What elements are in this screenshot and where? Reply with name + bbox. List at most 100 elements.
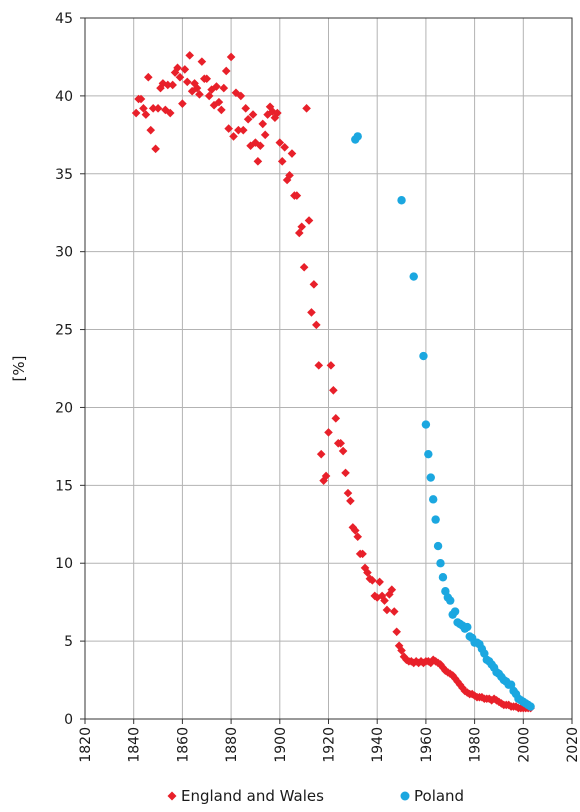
data-point-diamond bbox=[392, 627, 401, 637]
x-axis-ticks: 1820 1840 1860 1880 1900 1920 1940 1960 1980 2000… bbox=[78, 719, 580, 763]
data-point-diamond bbox=[202, 74, 212, 84]
data-point-diamond bbox=[350, 526, 360, 535]
data-point-diamond bbox=[182, 77, 192, 87]
y-tick-label: 5 bbox=[64, 634, 73, 650]
legend-label: Poland bbox=[414, 787, 464, 805]
data-point-circle bbox=[426, 473, 435, 482]
data-point-diamond bbox=[209, 100, 219, 110]
data-point-diamond bbox=[144, 72, 153, 82]
x-tick-label: 1880 bbox=[224, 727, 240, 763]
x-tick-label: 1860 bbox=[175, 727, 191, 763]
grid-lines bbox=[84, 17, 573, 720]
data-point-diamond bbox=[314, 361, 324, 370]
data-point-diamond bbox=[195, 90, 204, 99]
data-point-diamond bbox=[258, 119, 268, 129]
data-point-diamond bbox=[270, 113, 280, 122]
data-point-diamond bbox=[358, 549, 367, 559]
data-point-diamond bbox=[280, 142, 289, 152]
data-point-diamond bbox=[338, 446, 348, 456]
data-point-diamond bbox=[275, 138, 285, 147]
data-point-circle bbox=[450, 607, 460, 616]
data-point-diamond bbox=[324, 428, 333, 437]
data-point-diamond bbox=[436, 660, 445, 669]
y-tick-label: 25 bbox=[55, 323, 73, 339]
data-point-diamond bbox=[221, 66, 231, 76]
data-point-diamond bbox=[375, 577, 384, 587]
data-point-diamond bbox=[253, 157, 263, 166]
x-tick-label: 1900 bbox=[273, 727, 289, 763]
data-point-diamond bbox=[234, 125, 243, 135]
data-point-diamond bbox=[387, 585, 397, 595]
x-tick-label: 1920 bbox=[322, 727, 338, 763]
data-point-circle bbox=[353, 132, 362, 141]
data-point-diamond bbox=[316, 449, 326, 459]
legend-marker-diamond bbox=[167, 791, 177, 801]
data-point-circle bbox=[463, 622, 472, 632]
data-point-diamond bbox=[151, 144, 160, 154]
series-1 bbox=[351, 132, 535, 711]
data-point-diamond bbox=[131, 108, 141, 118]
x-tick-label: 2020 bbox=[565, 727, 580, 763]
data-point-diamond bbox=[136, 94, 146, 104]
data-point-diamond bbox=[190, 79, 199, 88]
data-point-diamond bbox=[214, 97, 224, 107]
data-point-diamond bbox=[382, 605, 392, 615]
y-tick-label: 20 bbox=[55, 400, 73, 416]
y-tick-label: 15 bbox=[55, 478, 73, 494]
data-point-diamond bbox=[319, 476, 328, 485]
legend-label: England and Wales bbox=[181, 787, 324, 805]
legend-marker-circle bbox=[400, 791, 410, 801]
data-point-diamond bbox=[185, 51, 195, 60]
y-tick-label: 10 bbox=[55, 556, 73, 572]
data-point-diamond bbox=[158, 79, 168, 88]
data-point-diamond bbox=[287, 149, 297, 158]
data-point-diamond bbox=[141, 110, 151, 119]
data-point-diamond bbox=[153, 104, 163, 113]
data-point-diamond bbox=[139, 104, 148, 113]
data-point-diamond bbox=[336, 438, 345, 448]
data-point-diamond bbox=[394, 641, 404, 651]
data-point-diamond bbox=[175, 72, 185, 82]
data-point-diamond bbox=[197, 57, 207, 66]
data-point-circle bbox=[526, 702, 535, 711]
data-point-diamond bbox=[148, 104, 158, 113]
data-point-diamond bbox=[292, 191, 302, 200]
data-point-diamond bbox=[246, 141, 255, 151]
data-point-diamond bbox=[187, 86, 197, 96]
data-point-diamond bbox=[224, 124, 233, 133]
data-point-diamond bbox=[219, 83, 229, 93]
data-point-diamond bbox=[285, 171, 294, 180]
y-axis-ticks: 0 5 10 15 20 25 30 35 40 45 bbox=[55, 11, 85, 728]
data-point-circle bbox=[436, 559, 445, 568]
data-point-diamond bbox=[260, 130, 270, 140]
x-tick-label: 1980 bbox=[468, 727, 484, 763]
data-point-diamond bbox=[204, 91, 214, 101]
data-point-diamond bbox=[178, 99, 187, 108]
data-point-circle bbox=[446, 596, 455, 605]
data-point-diamond bbox=[304, 216, 314, 225]
data-point-circle bbox=[438, 573, 448, 582]
data-point-diamond bbox=[309, 280, 319, 289]
y-tick-label: 40 bbox=[55, 89, 73, 105]
data-point-diamond bbox=[321, 471, 331, 481]
y-tick-label: 30 bbox=[55, 245, 73, 261]
data-point-diamond bbox=[282, 175, 292, 185]
data-point-diamond bbox=[212, 82, 221, 91]
data-point-diamond bbox=[226, 52, 236, 62]
data-point-circle bbox=[397, 196, 406, 205]
data-point-diamond bbox=[389, 607, 399, 616]
data-point-diamond bbox=[346, 496, 355, 506]
data-point-diamond bbox=[363, 568, 372, 577]
data-point-circle bbox=[421, 420, 431, 429]
data-point-diamond bbox=[277, 157, 287, 166]
data-point-diamond bbox=[217, 105, 226, 115]
data-point-diamond bbox=[229, 132, 238, 141]
data-point-diamond bbox=[273, 108, 282, 118]
data-points bbox=[131, 51, 535, 713]
data-point-diamond bbox=[294, 228, 304, 238]
data-point-diamond bbox=[207, 85, 216, 94]
data-point-diamond bbox=[326, 361, 336, 370]
data-point-diamond bbox=[312, 320, 321, 330]
y-axis-title: [%] bbox=[10, 356, 28, 382]
data-point-diamond bbox=[341, 468, 350, 478]
